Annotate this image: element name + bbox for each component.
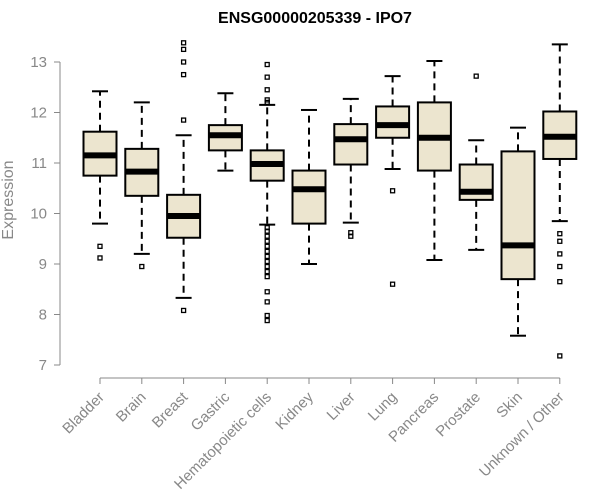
outlier-point — [389, 281, 396, 287]
y-tick-label: 9 — [39, 256, 47, 273]
outlier-point — [97, 255, 103, 261]
outlier-point — [264, 263, 270, 270]
outlier-point — [97, 243, 103, 249]
box-group — [166, 40, 202, 314]
outlier-point — [557, 263, 563, 270]
box-group — [333, 97, 369, 239]
chart-title: ENSG00000205339 - IPO7 — [218, 10, 412, 27]
y-tick-label: 10 — [30, 206, 47, 223]
x-tick-label: Brain — [113, 389, 150, 426]
outlier-point — [557, 231, 563, 237]
outlier-point — [264, 258, 270, 265]
box-group — [542, 43, 578, 359]
box-group — [291, 108, 327, 265]
y-tick-label: 13 — [30, 54, 47, 71]
y-tick-label: 8 — [39, 307, 47, 324]
outlier-point — [180, 307, 187, 314]
outlier-point — [264, 61, 270, 68]
outlier-point — [264, 317, 270, 324]
outlier-point — [264, 273, 270, 280]
x-tick-label: Skin — [493, 389, 526, 422]
outlier-point — [264, 312, 270, 319]
y-axis: 7 8 9 10 11 12 13 — [30, 54, 61, 374]
outlier-point — [180, 59, 187, 65]
outlier-point — [264, 87, 270, 93]
outlier-point — [557, 279, 563, 285]
outlier-point — [264, 243, 270, 249]
outlier-point — [264, 97, 270, 103]
box-group — [416, 59, 452, 261]
outlier-point — [557, 251, 563, 257]
outlier-point — [264, 289, 270, 295]
box-group — [375, 75, 411, 287]
outlier-point — [180, 117, 187, 123]
x-tick-label: Liver — [324, 389, 359, 424]
outlier-point — [264, 268, 270, 275]
outlier-point — [264, 238, 270, 244]
box — [291, 169, 327, 225]
outlier-point — [264, 253, 270, 260]
x-tick-label: Bladder — [59, 389, 108, 438]
outlier-point — [348, 233, 354, 239]
x-tick-label: Breast — [149, 388, 192, 431]
outlier-point — [264, 299, 270, 305]
outlier-point — [180, 40, 187, 46]
y-axis-label: Expression — [0, 160, 17, 239]
outlier-point — [557, 238, 563, 244]
outlier-point — [473, 73, 479, 79]
outlier-point — [557, 353, 563, 359]
box — [500, 150, 536, 281]
x-tick-label: Kidney — [272, 388, 317, 433]
y-tick-label: 12 — [30, 105, 47, 122]
outlier-point — [264, 228, 270, 234]
outlier-point — [264, 74, 270, 80]
x-tick-label: Lung — [365, 389, 401, 425]
box-group — [82, 90, 118, 261]
box-group — [458, 73, 494, 251]
y-tick-label: 7 — [39, 357, 47, 374]
outlier-point — [139, 263, 145, 270]
box — [375, 105, 411, 139]
box-group — [249, 61, 285, 324]
boxes-group — [82, 40, 578, 359]
outlier-point — [180, 71, 187, 78]
outlier-point — [389, 188, 396, 194]
box-group — [207, 92, 243, 172]
box-group — [124, 101, 160, 270]
outlier-point — [264, 233, 270, 239]
box-group — [500, 126, 536, 337]
outlier-point — [264, 248, 270, 255]
box — [333, 123, 369, 166]
outlier-point — [180, 46, 187, 53]
x-tick-label: Prostate — [432, 389, 484, 441]
y-tick-label: 11 — [31, 155, 47, 172]
